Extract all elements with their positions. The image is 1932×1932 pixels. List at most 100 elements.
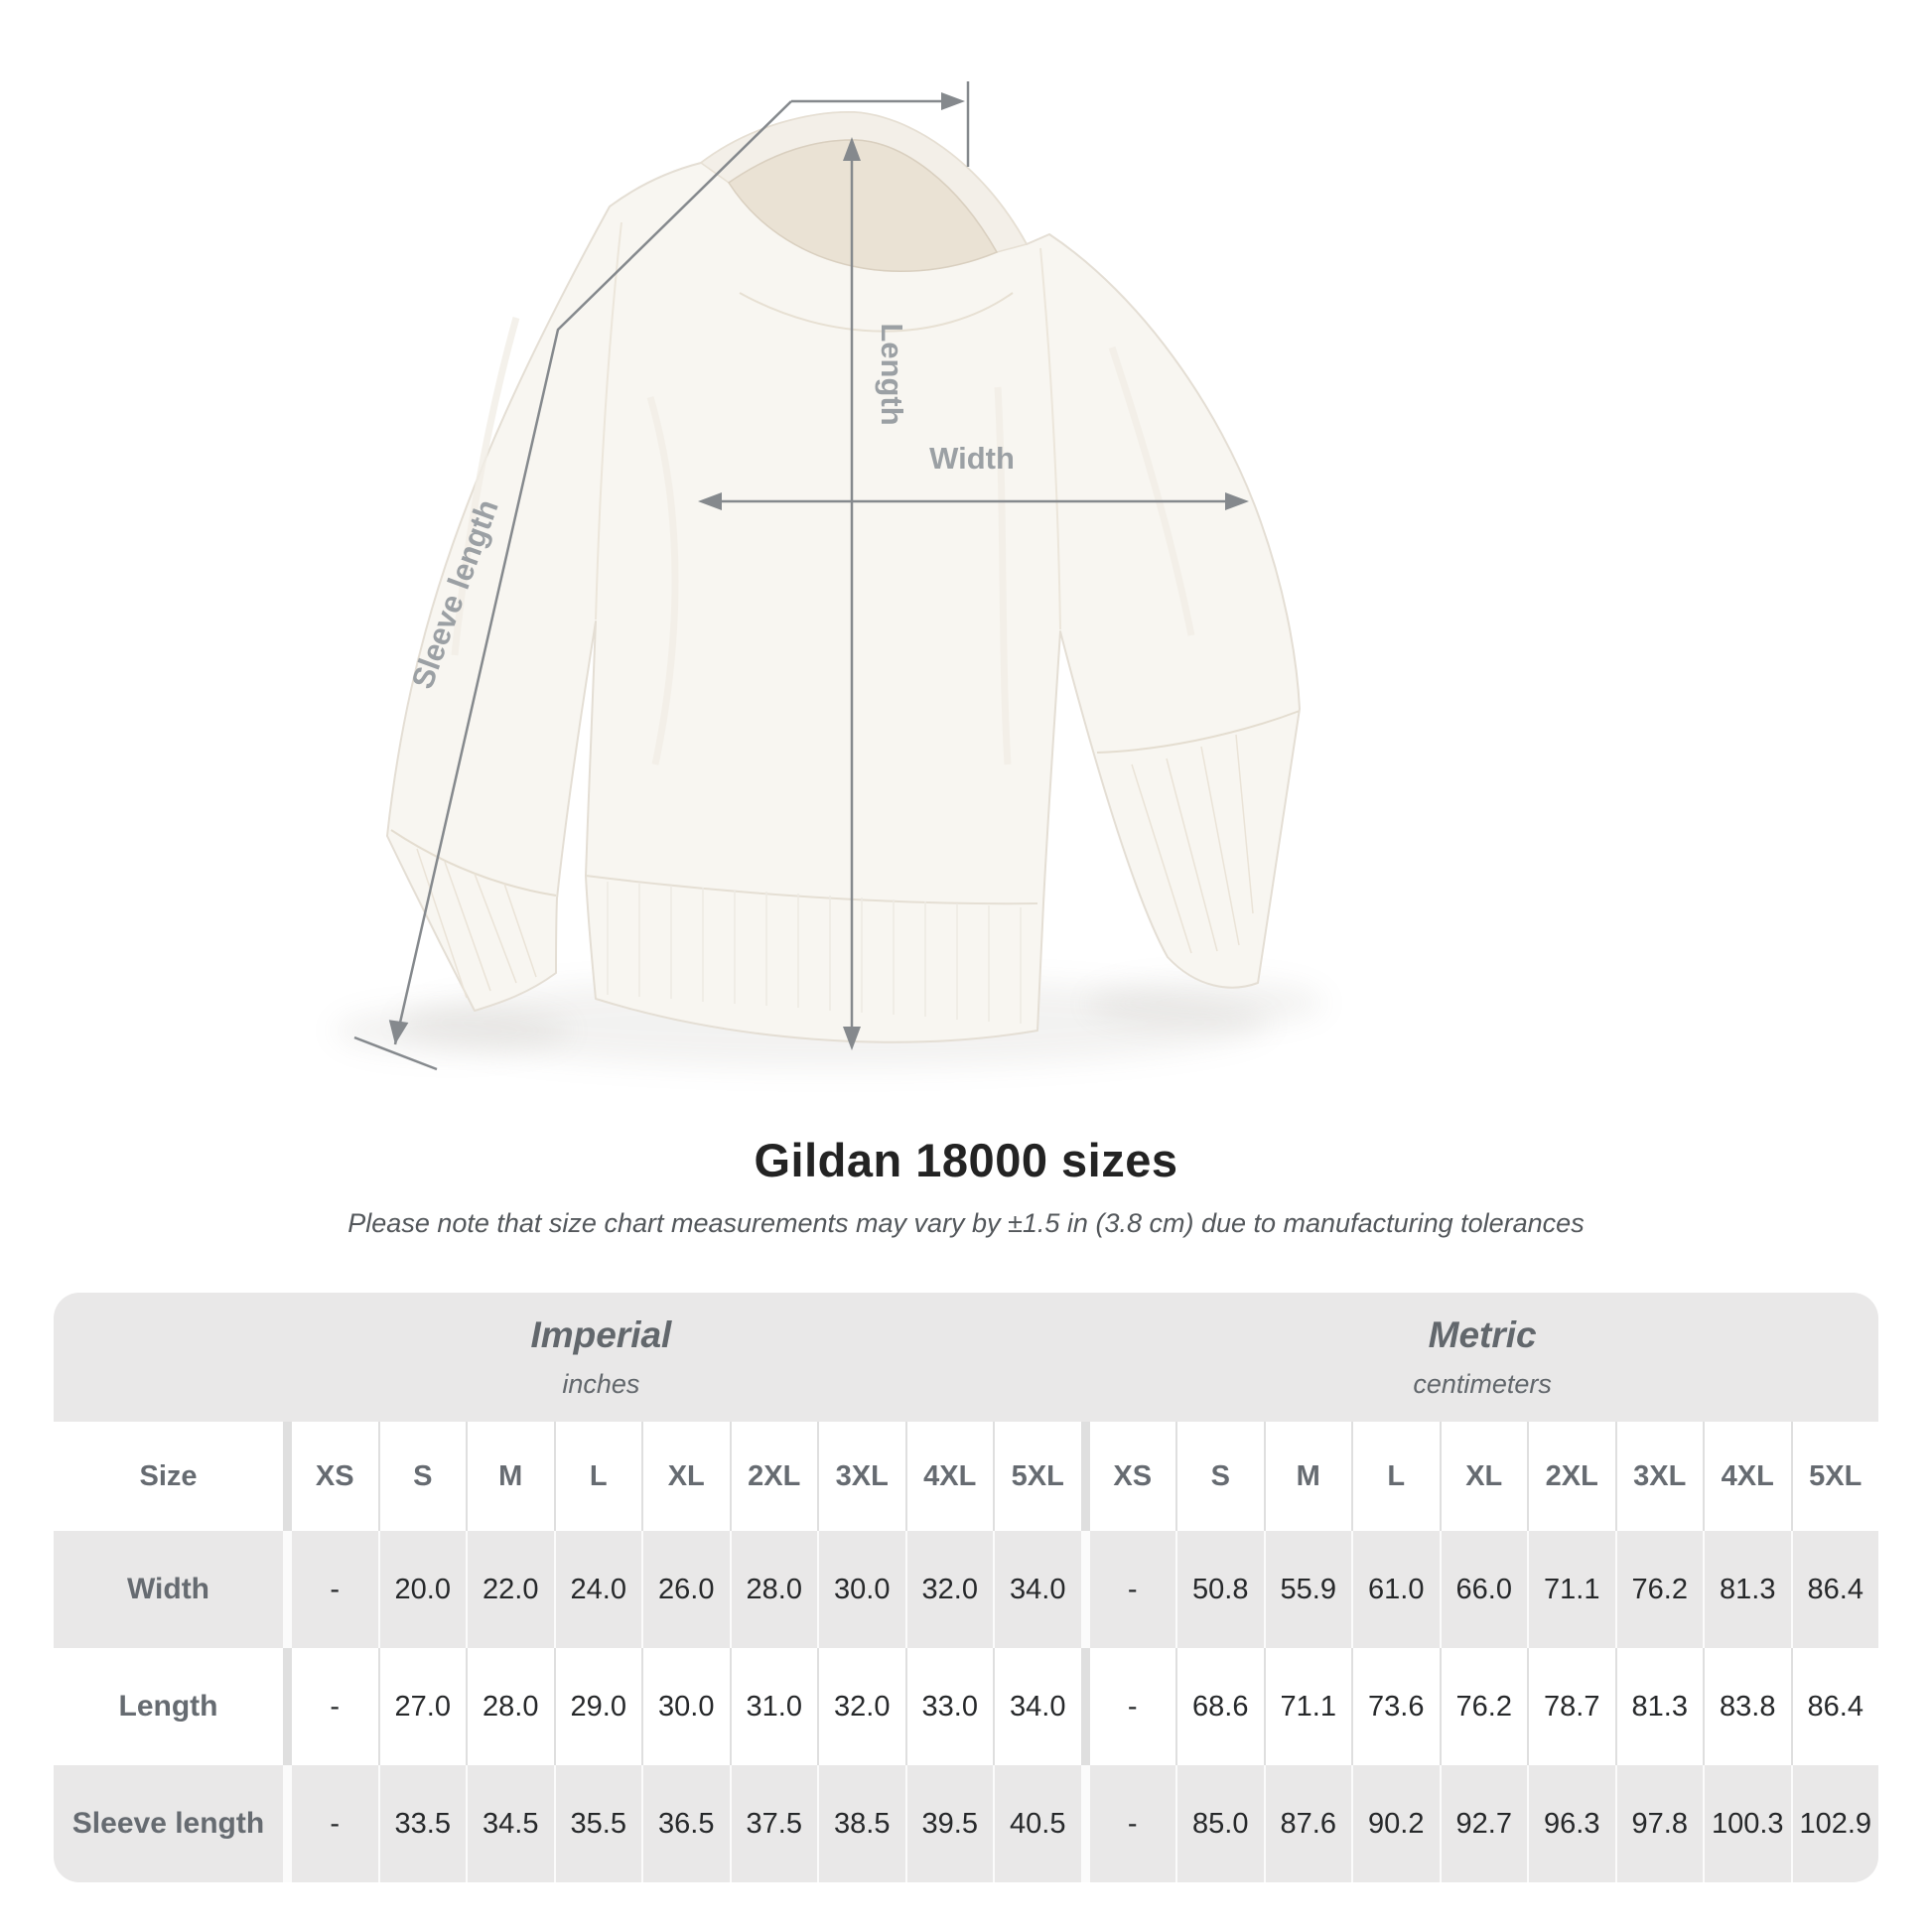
measurement-annotations	[353, 81, 1249, 1071]
size-header-cell: XS	[1089, 1422, 1175, 1531]
size-header-cell: XL	[1441, 1422, 1527, 1531]
sweatshirt-figure: Width Length Sleeve length	[333, 81, 1325, 1071]
value-cell: 78.7	[1529, 1648, 1615, 1765]
value-cell: 92.7	[1441, 1765, 1527, 1882]
size-column-label: Size	[54, 1422, 283, 1531]
cuff-ribbing-right	[1131, 734, 1254, 954]
fabric-folds	[451, 317, 1195, 765]
width-arrowhead-left	[698, 492, 722, 510]
value-cell: 34.5	[468, 1765, 554, 1882]
value-cell: 34.0	[995, 1531, 1081, 1648]
table-row-sleeve-length: Sleeve length -33.5 34.5 35.5 36.5 37.5 38.5 3…	[54, 1765, 1878, 1882]
value-cell: 85.0	[1177, 1765, 1264, 1882]
value-cell: 90.2	[1353, 1765, 1440, 1882]
value-cell: 81.3	[1705, 1531, 1791, 1648]
value-cell: 55.9	[1265, 1531, 1351, 1648]
value-cell: 29.0	[555, 1648, 641, 1765]
size-header-cell: 3XL	[1616, 1422, 1703, 1531]
value-cell: -	[292, 1648, 378, 1765]
imperial-unit-label: inches	[562, 1369, 640, 1399]
sweatshirt-illustration	[386, 110, 1301, 1043]
length-label: Length	[875, 323, 909, 425]
sleeve-length-end-tick	[353, 1035, 438, 1071]
sleeve-length-line	[393, 100, 792, 1045]
cuff-ribbing-left	[416, 848, 537, 999]
value-cell: 28.0	[468, 1648, 554, 1765]
value-cell: -	[1089, 1765, 1175, 1882]
row-label-width: Width	[54, 1531, 283, 1648]
metric-label: Metric	[1428, 1314, 1537, 1355]
size-header-cell: 2XL	[1529, 1422, 1615, 1531]
metric-group-header: Metric centimeters	[1413, 1314, 1552, 1400]
value-cell: 86.4	[1792, 1531, 1878, 1648]
hem-seam	[585, 875, 1038, 905]
value-cell: 38.5	[819, 1765, 905, 1882]
row-label-length: Length	[54, 1648, 283, 1765]
size-header-row: Size XS S M L XL 2XL 3XL 4XL 5XL XS S M L XL 2XL 3XL 4XL…	[54, 1422, 1878, 1531]
value-cell: 32.0	[819, 1648, 905, 1765]
value-cell: -	[1089, 1648, 1175, 1765]
tolerance-note: Please note that size chart measurements…	[347, 1208, 1585, 1238]
unit-header-band: Imperial inches Metric centimeters	[54, 1293, 1878, 1422]
metric-unit-label: centimeters	[1413, 1369, 1552, 1399]
size-header-cell: 5XL	[995, 1422, 1081, 1531]
size-header-cell: M	[468, 1422, 554, 1531]
size-header-cell: 4XL	[906, 1422, 993, 1531]
value-cell: 83.8	[1705, 1648, 1791, 1765]
value-cell: 20.0	[379, 1531, 466, 1648]
value-cell: 66.0	[1441, 1531, 1527, 1648]
value-cell: 71.1	[1529, 1531, 1615, 1648]
length-arrowhead-bottom	[843, 1027, 861, 1050]
hem-ribbing	[607, 882, 1022, 1024]
value-cell: 36.5	[643, 1765, 730, 1882]
value-cell: 31.0	[731, 1648, 817, 1765]
value-cell: 39.5	[906, 1765, 993, 1882]
value-cell: 71.1	[1265, 1648, 1351, 1765]
value-cell: 22.0	[468, 1531, 554, 1648]
value-cell: 35.5	[555, 1765, 641, 1882]
value-cell: -	[1089, 1531, 1175, 1648]
value-cell: 26.0	[643, 1531, 730, 1648]
collar-stitch	[739, 292, 1014, 333]
value-cell: -	[292, 1531, 378, 1648]
value-cell: 81.3	[1616, 1648, 1703, 1765]
value-cell: 30.0	[819, 1531, 905, 1648]
value-cell: 87.6	[1265, 1765, 1351, 1882]
value-cell: -	[292, 1765, 378, 1882]
value-cell: 34.0	[995, 1648, 1081, 1765]
value-cell: 97.8	[1616, 1765, 1703, 1882]
imperial-label: Imperial	[530, 1314, 672, 1355]
size-header-cell: S	[379, 1422, 466, 1531]
size-header-cell: S	[1177, 1422, 1264, 1531]
size-header-cell: L	[1353, 1422, 1440, 1531]
length-arrowhead-top	[843, 137, 861, 161]
size-header-cell: 3XL	[819, 1422, 905, 1531]
value-cell: 27.0	[379, 1648, 466, 1765]
value-cell: 33.5	[379, 1765, 466, 1882]
value-cell: 68.6	[1177, 1648, 1264, 1765]
imperial-group-header: Imperial inches	[530, 1314, 671, 1400]
shoulder-seam-right	[1039, 247, 1061, 630]
value-cell: 50.8	[1177, 1531, 1264, 1648]
size-header-cell: 2XL	[731, 1422, 817, 1531]
sweatshirt-diagram: Width Length Sleeve length	[333, 81, 1325, 1071]
width-arrowhead-right	[1225, 492, 1249, 510]
size-header-cell: M	[1265, 1422, 1351, 1531]
table-row-width: Width -20.0 22.0 24.0 26.0 28.0 30.0 32.0 34.0-…	[54, 1531, 1878, 1648]
size-header-cell: XL	[643, 1422, 730, 1531]
value-cell: 24.0	[555, 1531, 641, 1648]
value-cell: 30.0	[643, 1648, 730, 1765]
size-table: Imperial inches Metric centimeters Size …	[54, 1293, 1878, 1882]
value-cell: 96.3	[1529, 1765, 1615, 1882]
value-cell: 40.5	[995, 1765, 1081, 1882]
size-header-cell: XS	[292, 1422, 378, 1531]
row-label-sleeve-length: Sleeve length	[54, 1765, 283, 1882]
size-header-cell: 5XL	[1792, 1422, 1878, 1531]
sleeve-length-top-arrowhead	[941, 92, 965, 110]
table-row-length: Length -27.0 28.0 29.0 30.0 31.0 32.0 33.0 34.0…	[54, 1648, 1878, 1765]
size-header-cell: L	[555, 1422, 641, 1531]
value-cell: 73.6	[1353, 1648, 1440, 1765]
value-cell: 37.5	[731, 1765, 817, 1882]
value-cell: 32.0	[906, 1531, 993, 1648]
